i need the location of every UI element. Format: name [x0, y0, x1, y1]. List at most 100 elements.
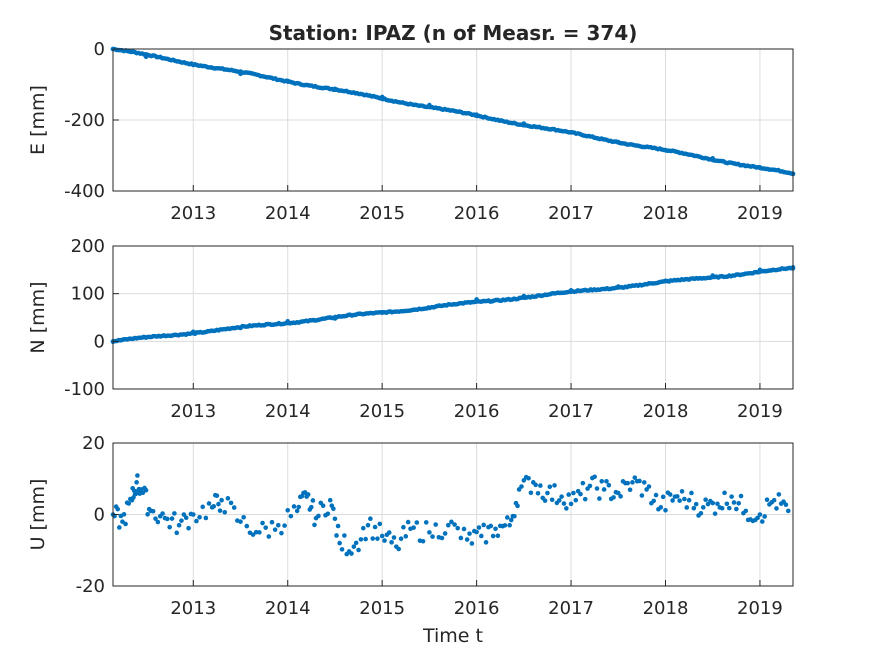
- data-point: [427, 102, 432, 108]
- data-point: [490, 533, 496, 539]
- data-point: [564, 506, 569, 511]
- data-point: [762, 514, 767, 519]
- data-point: [615, 284, 621, 289]
- data-point: [639, 493, 645, 498]
- data-point: [143, 335, 149, 340]
- data-point: [458, 535, 464, 541]
- y-tick-label: -200: [64, 110, 105, 131]
- data-point: [181, 512, 187, 517]
- data-point: [479, 533, 484, 539]
- data-point: [217, 508, 223, 513]
- y-tick-label: -100: [64, 379, 105, 400]
- data-point: [235, 518, 240, 523]
- data-point: [316, 513, 321, 519]
- data-point: [597, 496, 602, 501]
- data-point: [190, 62, 196, 68]
- data-point: [206, 501, 212, 506]
- data-point: [774, 506, 779, 511]
- data-point: [351, 544, 357, 549]
- data-point: [757, 165, 763, 171]
- data-point: [663, 278, 668, 284]
- data-point: [241, 514, 246, 520]
- data-point: [183, 515, 189, 521]
- y-tick-label: 0: [94, 505, 105, 526]
- data-point: [533, 482, 538, 488]
- data-point: [433, 522, 438, 527]
- data-point: [133, 491, 139, 497]
- data-point: [764, 497, 770, 503]
- data-point: [365, 522, 371, 528]
- data-point: [269, 519, 275, 525]
- data-point: [505, 515, 510, 520]
- data-point: [663, 507, 668, 513]
- y-axis-label: E [mm]: [27, 85, 49, 155]
- data-point: [738, 493, 744, 499]
- data-point: [521, 293, 527, 299]
- data-point: [332, 516, 338, 522]
- axes-box: [112, 245, 794, 390]
- data-point: [442, 531, 448, 536]
- data-point: [710, 273, 716, 278]
- data-point: [693, 501, 699, 507]
- x-tick-label: 2018: [643, 401, 689, 422]
- data-point: [337, 540, 342, 546]
- y-tick-label: 0: [94, 331, 105, 352]
- data-point: [461, 526, 467, 532]
- data-point: [370, 536, 376, 541]
- data-point: [594, 486, 600, 491]
- x-tick-label: 2017: [548, 203, 594, 224]
- data-point: [615, 139, 621, 145]
- data-point: [618, 494, 623, 499]
- data-point: [769, 499, 775, 505]
- data-point: [285, 78, 291, 84]
- x-tick-label: 2019: [737, 401, 783, 422]
- data-point: [474, 529, 479, 535]
- data-point: [474, 112, 479, 117]
- data-point: [455, 525, 461, 531]
- data-point: [379, 533, 385, 539]
- y-axis-label: U [mm]: [27, 479, 49, 551]
- data-point: [604, 478, 609, 484]
- data-point: [403, 534, 409, 539]
- data-point: [190, 329, 196, 335]
- data-point: [272, 527, 278, 532]
- data-point: [427, 305, 432, 311]
- data-point: [231, 505, 237, 510]
- data-point: [571, 490, 576, 496]
- data-point: [363, 536, 368, 542]
- data-point: [663, 147, 668, 153]
- data-point: [423, 520, 429, 525]
- data-point: [488, 523, 494, 529]
- data-point: [275, 522, 281, 528]
- data-point: [700, 505, 706, 510]
- data-point: [474, 297, 479, 302]
- data-point: [153, 516, 158, 521]
- data-point: [411, 525, 416, 530]
- data-point: [611, 495, 616, 500]
- data-point: [203, 515, 209, 521]
- data-point: [331, 506, 336, 512]
- data-point: [342, 533, 347, 538]
- data-point: [294, 508, 300, 514]
- data-point: [382, 538, 387, 543]
- data-point: [260, 520, 265, 526]
- data-point: [123, 521, 128, 527]
- y-axis-label: N [mm]: [27, 281, 49, 353]
- data-point: [538, 483, 543, 488]
- data-point: [160, 511, 165, 516]
- data-point: [401, 524, 406, 530]
- data-point: [228, 500, 234, 506]
- data-point: [515, 503, 520, 509]
- data-point: [689, 490, 694, 496]
- data-point: [332, 316, 338, 321]
- data-point: [755, 515, 760, 521]
- data-point: [430, 534, 435, 539]
- data-point: [476, 525, 482, 530]
- data-point: [568, 288, 574, 293]
- data-point: [238, 71, 243, 77]
- data-point: [542, 498, 548, 503]
- data-point: [379, 310, 385, 316]
- data-point: [684, 505, 690, 510]
- data-point: [135, 473, 140, 478]
